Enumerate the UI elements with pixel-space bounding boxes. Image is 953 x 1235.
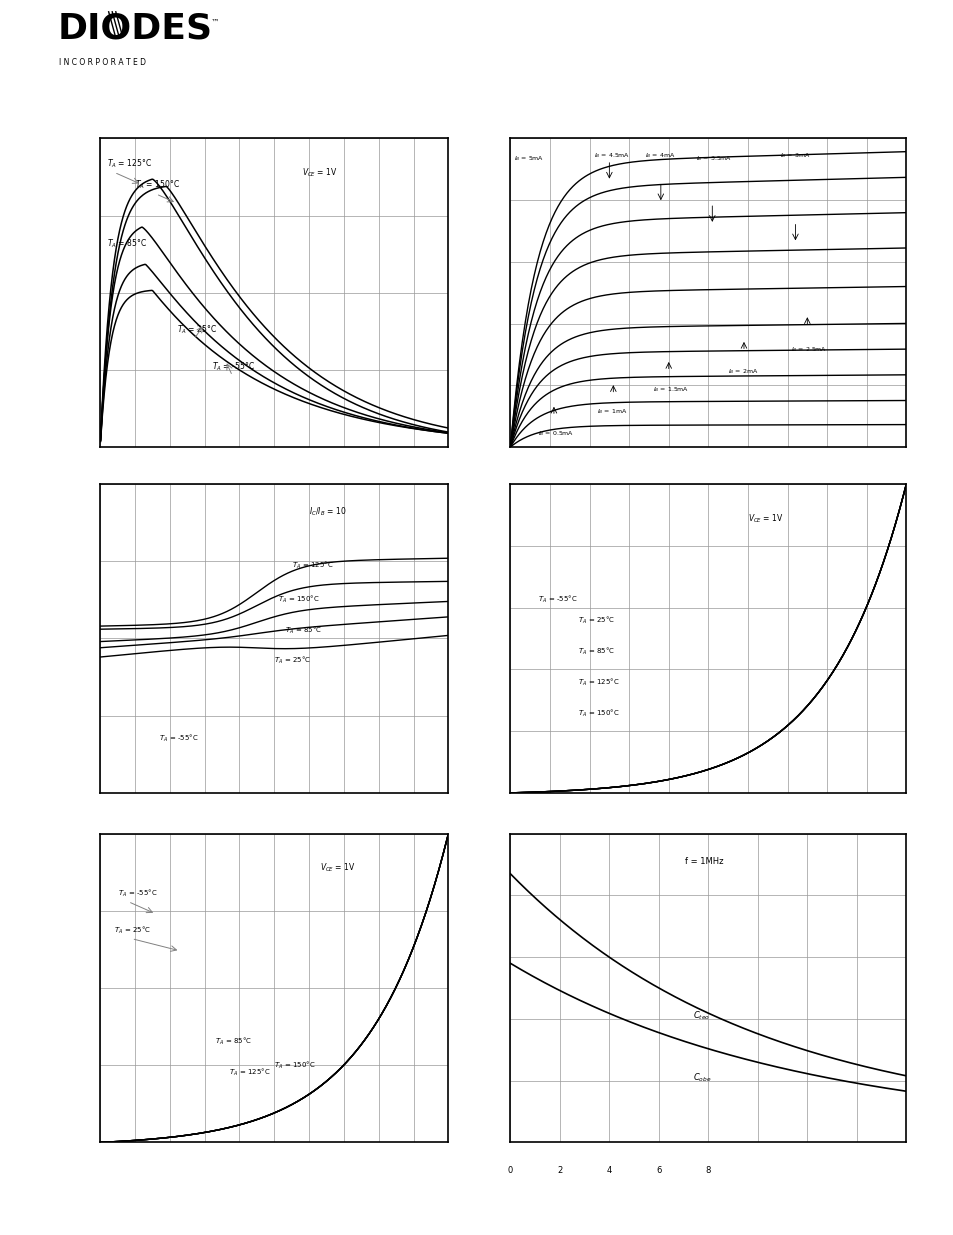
- Text: $T_A$ = 25°C: $T_A$ = 25°C: [114, 925, 151, 936]
- Text: $T_A$ = 85°C: $T_A$ = 85°C: [214, 1036, 252, 1047]
- Text: 8: 8: [705, 1166, 710, 1176]
- Text: $T_A$ = 25°C: $T_A$ = 25°C: [578, 615, 614, 626]
- Text: $T_A$ = 85°C: $T_A$ = 85°C: [107, 237, 147, 249]
- Text: $T_A$ = 150°C: $T_A$ = 150°C: [578, 708, 618, 719]
- Text: $C_{obe}$: $C_{obe}$: [692, 1072, 710, 1084]
- Text: $I_B$ = 2.5mA: $I_B$ = 2.5mA: [791, 346, 826, 354]
- Text: 2: 2: [557, 1166, 562, 1176]
- Text: $T_A$ = 25°C: $T_A$ = 25°C: [274, 656, 311, 667]
- Text: $T_A$ = -55°C: $T_A$ = -55°C: [159, 732, 198, 743]
- Text: $V_{CE}$ = 1V: $V_{CE}$ = 1V: [319, 862, 355, 874]
- Text: 4: 4: [606, 1166, 612, 1176]
- Text: $T_A$ = -55°C: $T_A$ = -55°C: [117, 888, 157, 899]
- Text: $I_B$ = 3.5mA: $I_B$ = 3.5mA: [696, 154, 732, 163]
- Text: $T_A$ = 85°C: $T_A$ = 85°C: [284, 625, 321, 636]
- Text: $T_A$ = -55°C: $T_A$ = -55°C: [537, 594, 577, 605]
- Text: ™: ™: [211, 17, 218, 26]
- Text: $C_{teo}$: $C_{teo}$: [692, 1010, 709, 1023]
- Text: $T_A$ = 150°C: $T_A$ = 150°C: [277, 594, 319, 605]
- Text: $V_{CE}$ = 1V: $V_{CE}$ = 1V: [747, 513, 783, 525]
- Text: $I_B$ = 1mA: $I_B$ = 1mA: [597, 408, 627, 416]
- Text: $T_A$ = -55°C: $T_A$ = -55°C: [212, 361, 254, 373]
- Text: $I_B$ = 3mA: $I_B$ = 3mA: [779, 151, 809, 159]
- Text: DIODES: DIODES: [57, 12, 213, 46]
- Text: $I_B$ = 4.5mA: $I_B$ = 4.5mA: [593, 151, 629, 159]
- Text: $I_B$ = 2mA: $I_B$ = 2mA: [727, 367, 758, 375]
- Text: $I_B$ = 0.5mA: $I_B$ = 0.5mA: [537, 429, 574, 437]
- Text: $T_A$ = 25°C: $T_A$ = 25°C: [176, 324, 216, 336]
- Text: $T_A$ = 125°C: $T_A$ = 125°C: [578, 677, 618, 688]
- Text: $T_A$ = 150°C: $T_A$ = 150°C: [274, 1061, 315, 1072]
- Text: $T_A$ = 85°C: $T_A$ = 85°C: [578, 646, 614, 657]
- Text: $T_A$ = 125°C: $T_A$ = 125°C: [292, 559, 333, 571]
- Text: $I_B$ = 5mA: $I_B$ = 5mA: [514, 154, 544, 163]
- Text: $V_{CE}$ = 1V: $V_{CE}$ = 1V: [302, 167, 337, 179]
- Text: $I_B$ = 1.5mA: $I_B$ = 1.5mA: [652, 385, 688, 394]
- Text: 0: 0: [507, 1166, 513, 1176]
- Text: $T_A$ = 150°C: $T_A$ = 150°C: [135, 179, 180, 191]
- Text: $I_B$ = 4mA: $I_B$ = 4mA: [644, 151, 675, 159]
- Text: I N C O R P O R A T E D: I N C O R P O R A T E D: [59, 58, 146, 67]
- Text: 6: 6: [656, 1166, 660, 1176]
- Text: $T_A$ = 125°C: $T_A$ = 125°C: [229, 1067, 270, 1078]
- Text: f = 1MHz: f = 1MHz: [684, 857, 722, 867]
- Text: $T_A$ = 125°C: $T_A$ = 125°C: [107, 157, 152, 169]
- Text: $I_C/I_B$ = 10: $I_C/I_B$ = 10: [309, 506, 346, 519]
